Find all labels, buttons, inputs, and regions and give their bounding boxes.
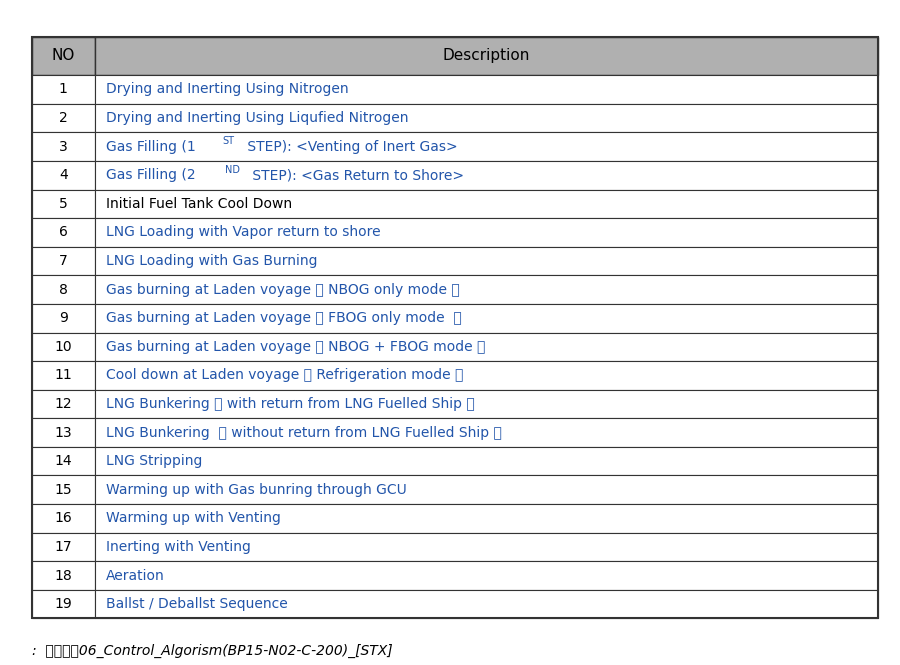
Text: Warming up with Venting: Warming up with Venting xyxy=(106,511,281,525)
Bar xyxy=(95,218,878,247)
Text: 10: 10 xyxy=(54,340,72,354)
Bar xyxy=(32,475,95,504)
Text: Gas burning at Laden voyage （ NBOG + FBOG mode ）: Gas burning at Laden voyage （ NBOG + FBO… xyxy=(106,340,485,354)
Text: ST: ST xyxy=(223,136,235,146)
Text: Aeration: Aeration xyxy=(106,569,165,583)
Bar xyxy=(95,361,878,390)
Bar xyxy=(32,37,878,618)
Text: NO: NO xyxy=(51,49,75,63)
Bar xyxy=(95,447,878,475)
Bar xyxy=(32,504,95,533)
Text: 3: 3 xyxy=(58,140,68,154)
Text: LNG Loading with Gas Burning: LNG Loading with Gas Burning xyxy=(106,254,317,268)
Bar xyxy=(95,332,878,361)
Bar xyxy=(32,390,95,418)
Bar xyxy=(32,361,95,390)
Bar xyxy=(32,218,95,247)
Bar xyxy=(32,161,95,190)
Bar xyxy=(95,390,878,418)
Text: Drying and Inerting Using Nitrogen: Drying and Inerting Using Nitrogen xyxy=(106,82,348,96)
Text: ND: ND xyxy=(225,165,239,175)
Text: 1: 1 xyxy=(58,82,68,96)
Bar xyxy=(32,447,95,475)
Text: Warming up with Gas bunring through GCU: Warming up with Gas bunring through GCU xyxy=(106,483,407,497)
Text: Initial Fuel Tank Cool Down: Initial Fuel Tank Cool Down xyxy=(106,197,292,211)
Bar xyxy=(95,247,878,275)
Text: :  첨부파일06_Control_Algorism(BP15-N02-C-200)_[STX]: : 첨부파일06_Control_Algorism(BP15-N02-C-200… xyxy=(32,644,392,658)
Text: Ballst / Deballst Sequence: Ballst / Deballst Sequence xyxy=(106,597,287,611)
Text: 8: 8 xyxy=(58,283,68,297)
Text: Gas Filling (1: Gas Filling (1 xyxy=(106,140,195,154)
Bar xyxy=(95,190,878,218)
Bar xyxy=(32,533,95,561)
Bar xyxy=(32,275,95,304)
Text: LNG Bunkering （ with return from LNG Fuelled Ship ）: LNG Bunkering （ with return from LNG Fue… xyxy=(106,397,474,411)
Text: 13: 13 xyxy=(54,426,72,440)
Text: 4: 4 xyxy=(58,168,68,182)
Text: 19: 19 xyxy=(54,597,72,611)
Bar xyxy=(32,561,95,590)
Text: 11: 11 xyxy=(54,368,72,382)
Bar xyxy=(32,75,95,104)
Bar xyxy=(95,590,878,618)
Text: Gas Filling (2: Gas Filling (2 xyxy=(106,168,195,182)
Bar xyxy=(95,533,878,561)
Text: 6: 6 xyxy=(58,225,68,239)
Bar xyxy=(32,590,95,618)
Text: 15: 15 xyxy=(54,483,72,497)
Text: Drying and Inerting Using Liqufied Nitrogen: Drying and Inerting Using Liqufied Nitro… xyxy=(106,111,409,125)
Text: 16: 16 xyxy=(54,511,72,525)
Text: LNG Loading with Vapor return to shore: LNG Loading with Vapor return to shore xyxy=(106,225,381,239)
Text: Cool down at Laden voyage （ Refrigeration mode ）: Cool down at Laden voyage （ Refrigeratio… xyxy=(106,368,464,382)
Text: STEP): <Gas Return to Shore>: STEP): <Gas Return to Shore> xyxy=(248,168,464,182)
Text: STEP): <Venting of Inert Gas>: STEP): <Venting of Inert Gas> xyxy=(242,140,457,154)
Text: Gas burning at Laden voyage （ NBOG only mode ）: Gas burning at Laden voyage （ NBOG only … xyxy=(106,283,460,297)
Bar xyxy=(32,190,95,218)
Bar xyxy=(32,247,95,275)
Bar xyxy=(95,161,878,190)
Text: Description: Description xyxy=(443,49,530,63)
Bar xyxy=(32,304,95,332)
Bar xyxy=(95,561,878,590)
Text: 7: 7 xyxy=(58,254,68,268)
Bar xyxy=(95,132,878,161)
Text: 9: 9 xyxy=(58,311,68,325)
Bar xyxy=(95,304,878,332)
Bar xyxy=(32,37,95,75)
Bar xyxy=(95,37,878,75)
Text: LNG Bunkering  （ without return from LNG Fuelled Ship ）: LNG Bunkering （ without return from LNG … xyxy=(106,426,501,440)
Bar xyxy=(32,104,95,132)
Text: 18: 18 xyxy=(54,569,72,583)
Bar xyxy=(32,132,95,161)
Text: Gas burning at Laden voyage （ FBOG only mode  ）: Gas burning at Laden voyage （ FBOG only … xyxy=(106,311,462,325)
Bar xyxy=(32,418,95,447)
Text: Inerting with Venting: Inerting with Venting xyxy=(106,540,250,554)
Text: 2: 2 xyxy=(58,111,68,125)
Bar xyxy=(95,275,878,304)
Text: 14: 14 xyxy=(54,454,72,468)
Bar xyxy=(95,475,878,504)
Bar xyxy=(95,418,878,447)
Text: 17: 17 xyxy=(54,540,72,554)
Text: 5: 5 xyxy=(58,197,68,211)
Bar xyxy=(95,504,878,533)
Text: LNG Stripping: LNG Stripping xyxy=(106,454,202,468)
Bar xyxy=(32,332,95,361)
Bar xyxy=(95,104,878,132)
Text: 12: 12 xyxy=(54,397,72,411)
Bar xyxy=(95,75,878,104)
